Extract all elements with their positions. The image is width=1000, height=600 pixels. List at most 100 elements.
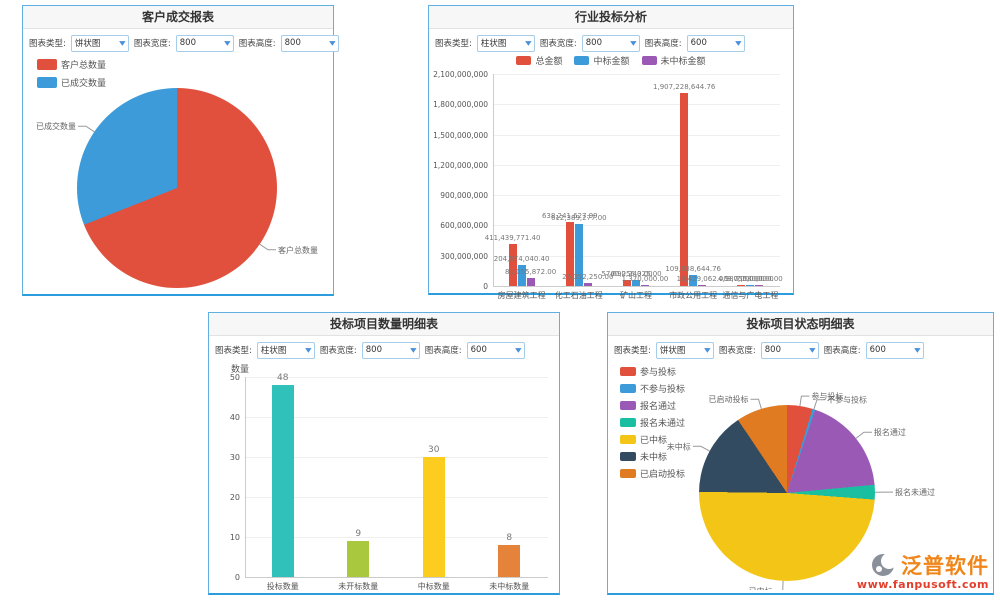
chart-type-select[interactable]: 柱状图 ▼	[476, 34, 535, 52]
gridline	[246, 537, 548, 538]
watermark: 泛普软件 www.fanpusoft.com	[857, 550, 989, 591]
x-category-label: 市政公用工程	[669, 291, 718, 300]
gridline	[246, 457, 548, 458]
y-tick-label: 40	[229, 413, 240, 422]
bar	[565, 222, 574, 286]
legend-item[interactable]: 未中标	[620, 450, 685, 463]
plot-area	[493, 74, 780, 287]
chart-legend: 总金额 中标金额 未中标金额	[431, 54, 791, 67]
legend-label: 不参与投标	[640, 385, 686, 395]
panel-bid-status-detail: 投标项目状态明细表 图表类型: 饼状图 ▼ 图表宽度: 800 ▼ 图表高度: 60…	[607, 312, 994, 595]
chart-controls: 图表类型: 饼状图 ▼ 图表宽度: 800 ▼ 图表高度: 800 ▼	[23, 29, 339, 55]
bar-value-label: 3,750,000.00	[727, 275, 774, 283]
industry-bid-bar-chart: 0 300,000,000 600,000,000 900,000,000 1,200,…	[431, 52, 791, 300]
chart-type-label: 图表类型:	[435, 39, 472, 49]
gridline	[246, 417, 548, 418]
legend-item[interactable]: 已启动投标	[620, 467, 685, 480]
legend-item[interactable]: 客户总数量	[37, 58, 106, 71]
chevron-down-icon: ▼	[224, 39, 231, 47]
chart-width-value: 800	[764, 345, 781, 355]
gridline	[494, 195, 780, 197]
fanpu-logo-icon	[872, 553, 897, 576]
legend-swatch	[37, 59, 57, 70]
legend-swatch	[620, 469, 636, 478]
chart-width-value: 800	[585, 38, 602, 48]
pie-slice-label: 已成交数量	[36, 121, 76, 131]
legend-item[interactable]: 报名未通过	[620, 416, 685, 429]
gridline	[494, 74, 780, 75]
legend-item[interactable]: 已成交数量	[37, 76, 106, 89]
watermark-url: www.fanpusoft.com	[856, 578, 989, 591]
chart-height-label: 图表高度:	[644, 39, 682, 49]
chart-type-select[interactable]: 饼状图 ▼	[70, 34, 129, 52]
legend-swatch	[620, 401, 636, 410]
chart-type-value: 柱状图	[480, 39, 507, 49]
bar	[271, 385, 294, 577]
chevron-down-icon: ▼	[525, 39, 532, 47]
x-category-label: 化工石油工程	[554, 291, 603, 300]
legend-label: 报名未通过	[640, 419, 686, 429]
pie-slice-label: 报名未通过	[895, 487, 935, 497]
pie-slice-label: 不参与投标	[827, 395, 867, 405]
legend-swatch	[620, 452, 636, 461]
x-category-label: 未中标数量	[489, 582, 530, 591]
chart-type-value: 柱状图	[260, 346, 287, 356]
chart-width-value: 800	[179, 38, 196, 48]
chart-type-select[interactable]: 饼状图 ▼	[655, 341, 714, 359]
y-tick-label: 30	[229, 453, 240, 462]
chevron-down-icon: ▼	[914, 346, 921, 354]
bar	[641, 285, 649, 286]
pie-callout-line	[750, 398, 762, 409]
legend-label: 中标金额	[593, 57, 630, 67]
bar	[623, 280, 631, 286]
chart-width-value: 800	[365, 345, 382, 355]
chart-width-select[interactable]: 800 ▼	[175, 34, 234, 52]
bar	[755, 285, 764, 286]
legend-item[interactable]: 报名通过	[620, 399, 685, 412]
customer-deal-pie-chart: 客户总数量 已成交数量 客户总数量 已成交数量	[25, 52, 331, 291]
legend-item[interactable]: 已中标	[620, 433, 685, 446]
chart-height-select[interactable]: 800 ▼	[280, 34, 339, 52]
chart-type-label: 图表类型:	[614, 346, 651, 356]
chart-width-select[interactable]: 800 ▼	[361, 341, 420, 359]
legend-item[interactable]: 不参与投标	[620, 382, 685, 395]
chevron-down-icon: ▼	[410, 346, 417, 354]
bar-value-label: 612,389,277.00	[550, 214, 607, 222]
chevron-down-icon: ▼	[515, 346, 522, 354]
gridline	[494, 104, 780, 106]
legend-label: 已中标	[640, 436, 668, 446]
bid-quantity-bar-chart: 0 10 20 30 40 50 数量 投标数量 48 未开标数量 9 中标数量 30 未中标数量 8	[211, 359, 557, 591]
pie-callout-line	[692, 445, 710, 452]
legend-item[interactable]: 中标金额	[574, 54, 630, 67]
plot-area	[245, 377, 548, 578]
bar-value-label: 9	[355, 529, 362, 539]
pie-slice-label: 参与投标	[811, 391, 843, 401]
chart-type-select[interactable]: 柱状图 ▼	[256, 341, 315, 359]
bar-value-label: 1,907,228,644.76	[653, 83, 716, 91]
chart-height-select[interactable]: 600 ▼	[466, 341, 525, 359]
chart-width-select[interactable]: 800 ▼	[760, 341, 819, 359]
y-tick-label: 300,000,000	[440, 251, 488, 261]
chart-height-select[interactable]: 600 ▼	[865, 341, 924, 359]
chart-width-label: 图表宽度:	[133, 39, 171, 49]
legend-label: 参与投标	[640, 368, 677, 378]
legend-item[interactable]: 未中标金额	[641, 54, 706, 67]
panel-title: 行业投标分析	[429, 6, 793, 29]
pie-callout-line	[813, 399, 825, 410]
chart-width-select[interactable]: 800 ▼	[581, 34, 640, 52]
legend-item[interactable]: 参与投标	[620, 365, 685, 378]
legend-label: 未中标	[640, 453, 668, 463]
pie-callout-line	[782, 580, 784, 590]
panel-customer-deal-report: 客户成交报表 图表类型: 饼状图 ▼ 图表宽度: 800 ▼ 图表高度: 800 ▼ …	[22, 5, 339, 296]
chart-height-select[interactable]: 600 ▼	[686, 34, 745, 52]
bar-value-label: 204,574,040.40	[493, 255, 550, 263]
pie-callout-line	[78, 125, 95, 133]
legend-item[interactable]: 总金额	[516, 54, 562, 67]
y-tick-label: 0	[483, 282, 488, 291]
gridline	[246, 497, 548, 498]
chart-type-label: 图表类型:	[29, 39, 66, 49]
gridline	[246, 377, 548, 378]
chart-type-value: 饼状图	[74, 39, 101, 49]
y-axis-title: 数量	[231, 365, 250, 375]
bar	[574, 224, 583, 286]
